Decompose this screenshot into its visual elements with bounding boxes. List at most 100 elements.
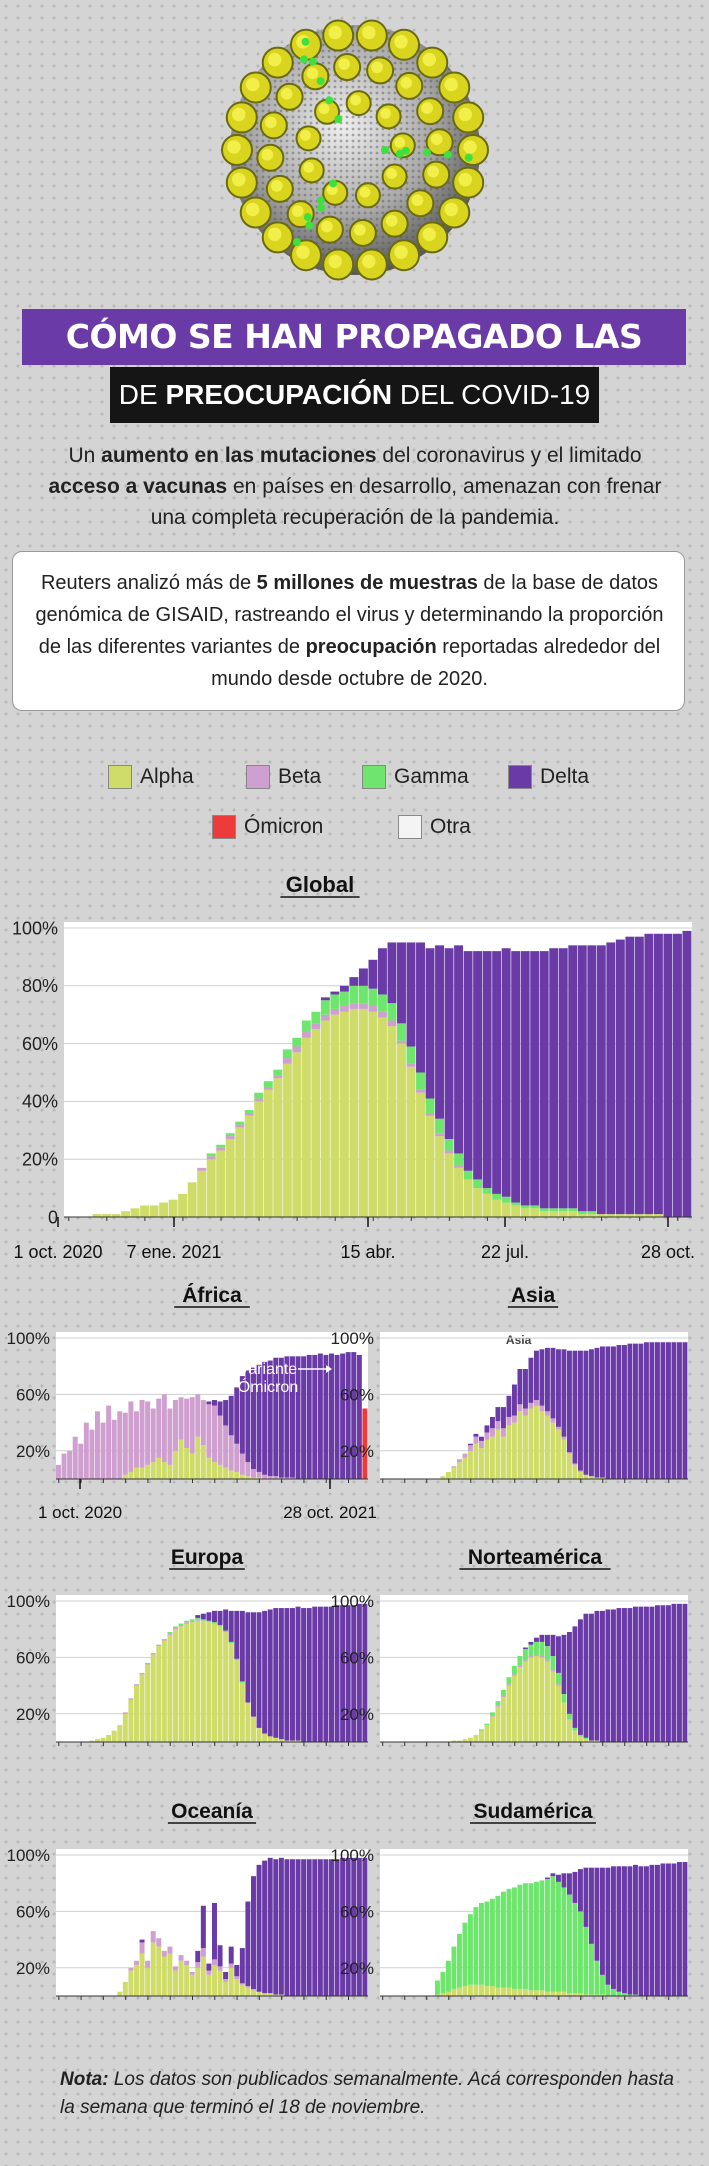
- bar-alpha: [653, 1214, 663, 1217]
- bar-delta: [463, 951, 473, 1171]
- bar-alpha: [178, 1439, 184, 1479]
- bar-delta: [589, 1349, 594, 1477]
- bar-gamma: [311, 1011, 321, 1024]
- bar-delta: [323, 1354, 329, 1479]
- y-tick-label: 20%: [16, 1442, 50, 1461]
- bar-beta: [506, 1684, 512, 1686]
- bar-delta: [301, 1356, 307, 1479]
- bar-delta: [351, 1857, 357, 1996]
- bar-beta: [83, 1422, 89, 1479]
- chart-5: Norteamérica 20% 60% 100%: [331, 1546, 688, 1746]
- x-tick-label: 28 oct. 2021: [283, 1503, 377, 1522]
- bar-beta: [167, 1633, 173, 1635]
- bar-gamma: [545, 1646, 550, 1661]
- bar-delta: [362, 1603, 368, 1742]
- bar-alpha: [239, 1682, 245, 1742]
- bar-beta: [156, 1938, 162, 1947]
- bar-beta: [173, 1627, 178, 1630]
- bar-delta: [351, 1352, 357, 1479]
- bar-delta: [490, 1416, 495, 1429]
- bar-beta: [311, 1023, 321, 1030]
- bar-delta: [290, 1608, 295, 1741]
- bar-alpha: [228, 1470, 234, 1479]
- bar-delta: [345, 1857, 351, 1996]
- bar-beta: [262, 1474, 268, 1479]
- virus-spike-highlight: [303, 161, 315, 173]
- bar-gamma: [234, 1658, 240, 1661]
- bar-alpha: [473, 1984, 479, 1996]
- bar-alpha: [506, 1425, 512, 1479]
- bar-delta: [356, 1603, 362, 1742]
- virus-spike-highlight: [338, 58, 350, 70]
- bar-alpha: [122, 1713, 128, 1742]
- y-tick-label: 100%: [331, 1329, 374, 1348]
- bar-delta: [312, 1606, 318, 1742]
- bar-gamma: [206, 1153, 216, 1157]
- bar-delta: [671, 1863, 677, 1996]
- bar-delta: [351, 1605, 357, 1742]
- bar-delta: [572, 1871, 578, 1903]
- virus-green-dot: [292, 238, 301, 247]
- card-bold-1: 5 millones de muestras: [256, 572, 478, 594]
- virus-spike-highlight: [385, 214, 398, 227]
- y-tick-label: 60%: [16, 1385, 50, 1404]
- methodology-card: Reuters analizó más de 5 millones de mue…: [12, 551, 685, 711]
- bar-alpha: [440, 1993, 446, 1996]
- chart-title: África: [182, 1284, 242, 1307]
- bar-beta: [156, 1644, 162, 1647]
- bar-alpha: [284, 1740, 290, 1742]
- bar-alpha: [184, 1964, 190, 1996]
- bar-ómicron: [362, 1408, 368, 1479]
- bar-delta: [501, 948, 511, 1197]
- bar-alpha: [173, 1450, 178, 1479]
- bar-delta: [594, 1610, 600, 1741]
- bar-alpha: [189, 1453, 195, 1479]
- bar-beta: [234, 1443, 240, 1472]
- bar-delta: [567, 1632, 572, 1714]
- bar-alpha: [501, 1987, 506, 1996]
- x-tick-label: 7 ene. 2021: [126, 1242, 221, 1262]
- bar-alpha: [95, 1739, 100, 1742]
- bar-alpha: [615, 1214, 625, 1217]
- bar-gamma: [189, 1619, 195, 1621]
- bar-delta: [356, 1857, 362, 1996]
- bar-delta: [672, 933, 682, 1217]
- virus-spike-highlight: [411, 194, 424, 207]
- bar-delta: [596, 945, 606, 1215]
- bar-alpha: [122, 1981, 128, 1996]
- bar-gamma: [484, 1723, 490, 1726]
- virus-spike-highlight: [245, 202, 260, 217]
- bar-alpha: [156, 1646, 162, 1742]
- bar-delta: [217, 1945, 223, 1967]
- bar-alpha: [122, 1474, 128, 1479]
- bar-alpha: [530, 1208, 540, 1217]
- virus-green-dot: [303, 213, 312, 222]
- bar-delta: [605, 1867, 611, 1985]
- bar-gamma: [633, 1994, 638, 1996]
- bar-alpha: [512, 1422, 517, 1479]
- bar-alpha: [572, 1730, 578, 1742]
- bar-delta: [611, 1346, 616, 1479]
- bar-delta: [577, 945, 587, 1212]
- bar-beta: [161, 1394, 167, 1463]
- bar-delta: [666, 1605, 671, 1742]
- bar-alpha: [178, 1626, 184, 1742]
- bar-beta: [145, 1401, 151, 1465]
- bar-delta: [267, 1609, 273, 1737]
- bar-gamma: [239, 1681, 245, 1683]
- virus-spike-highlight: [421, 102, 434, 114]
- card-bold-2: preocupación: [305, 636, 437, 658]
- bar-alpha: [139, 1467, 145, 1479]
- bar-delta: [256, 1864, 262, 1992]
- bar-beta: [78, 1443, 84, 1479]
- bar-beta: [490, 1715, 495, 1717]
- bar-delta: [301, 1608, 307, 1742]
- virus-spike-highlight: [267, 227, 282, 242]
- bar-beta: [406, 1063, 416, 1067]
- bar-alpha: [339, 1011, 349, 1217]
- bar-beta: [145, 1663, 151, 1665]
- virus-spike-highlight: [400, 77, 413, 89]
- bar-gamma: [567, 1713, 572, 1720]
- bar-delta: [589, 1613, 594, 1741]
- bar-alpha: [217, 1464, 223, 1479]
